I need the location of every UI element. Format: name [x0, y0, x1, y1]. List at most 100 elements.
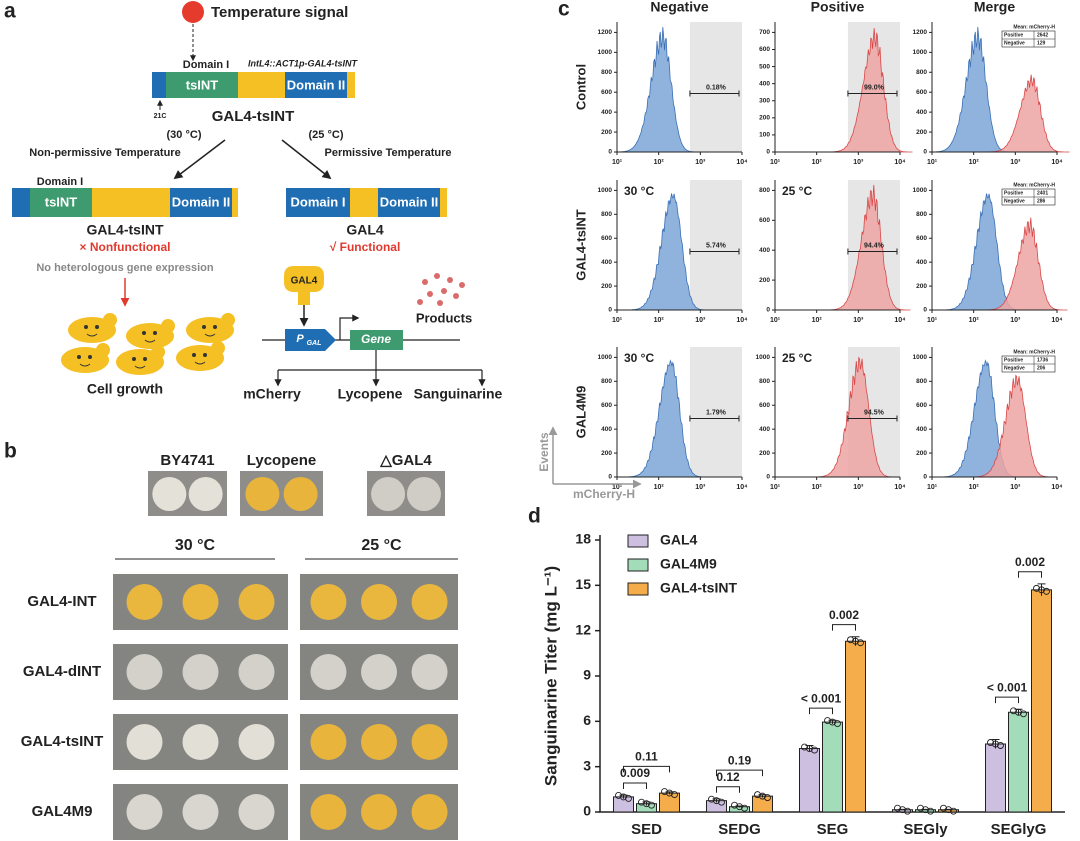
gate-line [689, 415, 740, 422]
y-tick-label: 700 [759, 29, 770, 36]
branch [278, 350, 482, 371]
x-tick-label: 10² [812, 317, 823, 324]
eye [77, 355, 81, 359]
y-tick-label: 0 [583, 803, 591, 819]
output: Lycopene [338, 386, 403, 402]
replicate [1010, 707, 1017, 715]
eye [88, 355, 92, 359]
gene-bar [152, 72, 355, 98]
y-tick-label: 200 [601, 129, 612, 136]
y-tick-label: 1000 [598, 49, 613, 56]
y-tick-label: 800 [916, 211, 927, 218]
y-tick-label: 400 [601, 426, 612, 433]
replicate [992, 740, 999, 748]
bracket [832, 624, 856, 631]
y-tick-label: 100 [759, 132, 770, 139]
histogram-negative [620, 26, 701, 153]
temp-label: (25 °C) [309, 129, 344, 141]
gate-line [689, 90, 740, 97]
axis-label: mCherry-H [573, 487, 635, 501]
mean-title: Mean: mCherry-H [1013, 24, 1055, 30]
legend-swatch [627, 558, 649, 572]
colony [371, 477, 406, 511]
domain2-label: Domain II [287, 77, 346, 92]
x-tick-label: 10³ [695, 317, 706, 324]
mean-value: 286 [1037, 198, 1046, 204]
histogram-positive [832, 28, 913, 153]
replicate [661, 788, 668, 796]
y-tick-label: 800 [601, 211, 612, 218]
construct-name: GAL4-tsINT [87, 222, 164, 238]
colony [411, 584, 448, 620]
replicate [625, 794, 632, 802]
x-tick-label: 10² [969, 484, 980, 491]
axis-label: Events [537, 432, 551, 472]
replicate [759, 792, 766, 800]
bar [985, 743, 1006, 813]
row-label: Control [573, 64, 588, 110]
output: mCherry [243, 386, 301, 402]
mouth [86, 333, 98, 337]
strain-label: △GAL4 [379, 452, 432, 469]
y-tick-label: 18 [575, 531, 591, 547]
gate-region [689, 347, 742, 477]
mean-value: 2401 [1037, 190, 1048, 196]
x-tick-label: 10³ [853, 159, 864, 166]
colony [126, 654, 163, 690]
gal4-protein [284, 266, 324, 305]
gate-label: 99.0% [864, 84, 885, 91]
y-tick-label: 0 [923, 149, 927, 156]
gate-label: 5.74% [706, 242, 727, 249]
y-tick-label: 600 [601, 235, 612, 242]
status: × Nonfunctional [80, 240, 171, 254]
x-tick-label: 10⁴ [1051, 317, 1063, 324]
replicate [940, 804, 947, 812]
eye [202, 325, 206, 329]
products-label: Products [416, 310, 472, 325]
gate-region [689, 180, 742, 310]
x-tick-label: 10³ [1010, 317, 1021, 324]
y-tick-label: 400 [916, 426, 927, 433]
legend-label: GAL4M9 [660, 556, 717, 572]
replicate [806, 745, 813, 752]
x-tick-label: 10⁴ [736, 159, 748, 166]
bud [103, 313, 117, 327]
condition-label: Non-permissive Temperature [29, 147, 180, 159]
replicate [922, 806, 929, 814]
replicate [1043, 587, 1050, 595]
mean-value: 1736 [1037, 357, 1048, 363]
x-tick-label: 10⁴ [736, 317, 748, 324]
bracket [995, 696, 1019, 704]
y-tick-label: 12 [575, 621, 591, 637]
mouth [134, 365, 146, 369]
histogram-positive [975, 374, 1055, 478]
y-tick-label: 3 [583, 757, 591, 773]
mean-title: Mean: mCherry-H [1013, 182, 1055, 188]
temp-label: 25 °C [361, 537, 402, 554]
y-tick-label: 300 [759, 97, 770, 104]
panel-b: b BY4741 Lycopene △GAL4 30 °C 25 °C GAL4-INT G… [4, 440, 458, 840]
x-tick-label: 10² [969, 159, 980, 166]
colony [238, 724, 275, 760]
construct-name: GAL4 [346, 222, 384, 238]
colony [126, 724, 163, 760]
y-tick-label: 1200 [913, 29, 928, 36]
panel-label: a [4, 0, 16, 23]
histogram-negative [629, 359, 709, 478]
strain-label: GAL4-INT [27, 593, 96, 610]
colony [182, 654, 219, 690]
y-tick-label: 400 [916, 109, 927, 116]
gate-line [689, 248, 740, 255]
note: No heterologous gene expression [36, 262, 214, 274]
row-label: GAL4M9 [573, 386, 588, 439]
replicate [801, 743, 808, 751]
p-value: 0.12 [716, 770, 740, 784]
x-tick-label: 10² [969, 317, 980, 324]
legend-label: GAL4-tsINT [660, 580, 737, 596]
y-tick-label: 800 [601, 378, 612, 385]
mean-key: Negative [1004, 198, 1025, 204]
eye [132, 357, 136, 361]
replicate [643, 800, 650, 808]
eye [153, 331, 157, 335]
